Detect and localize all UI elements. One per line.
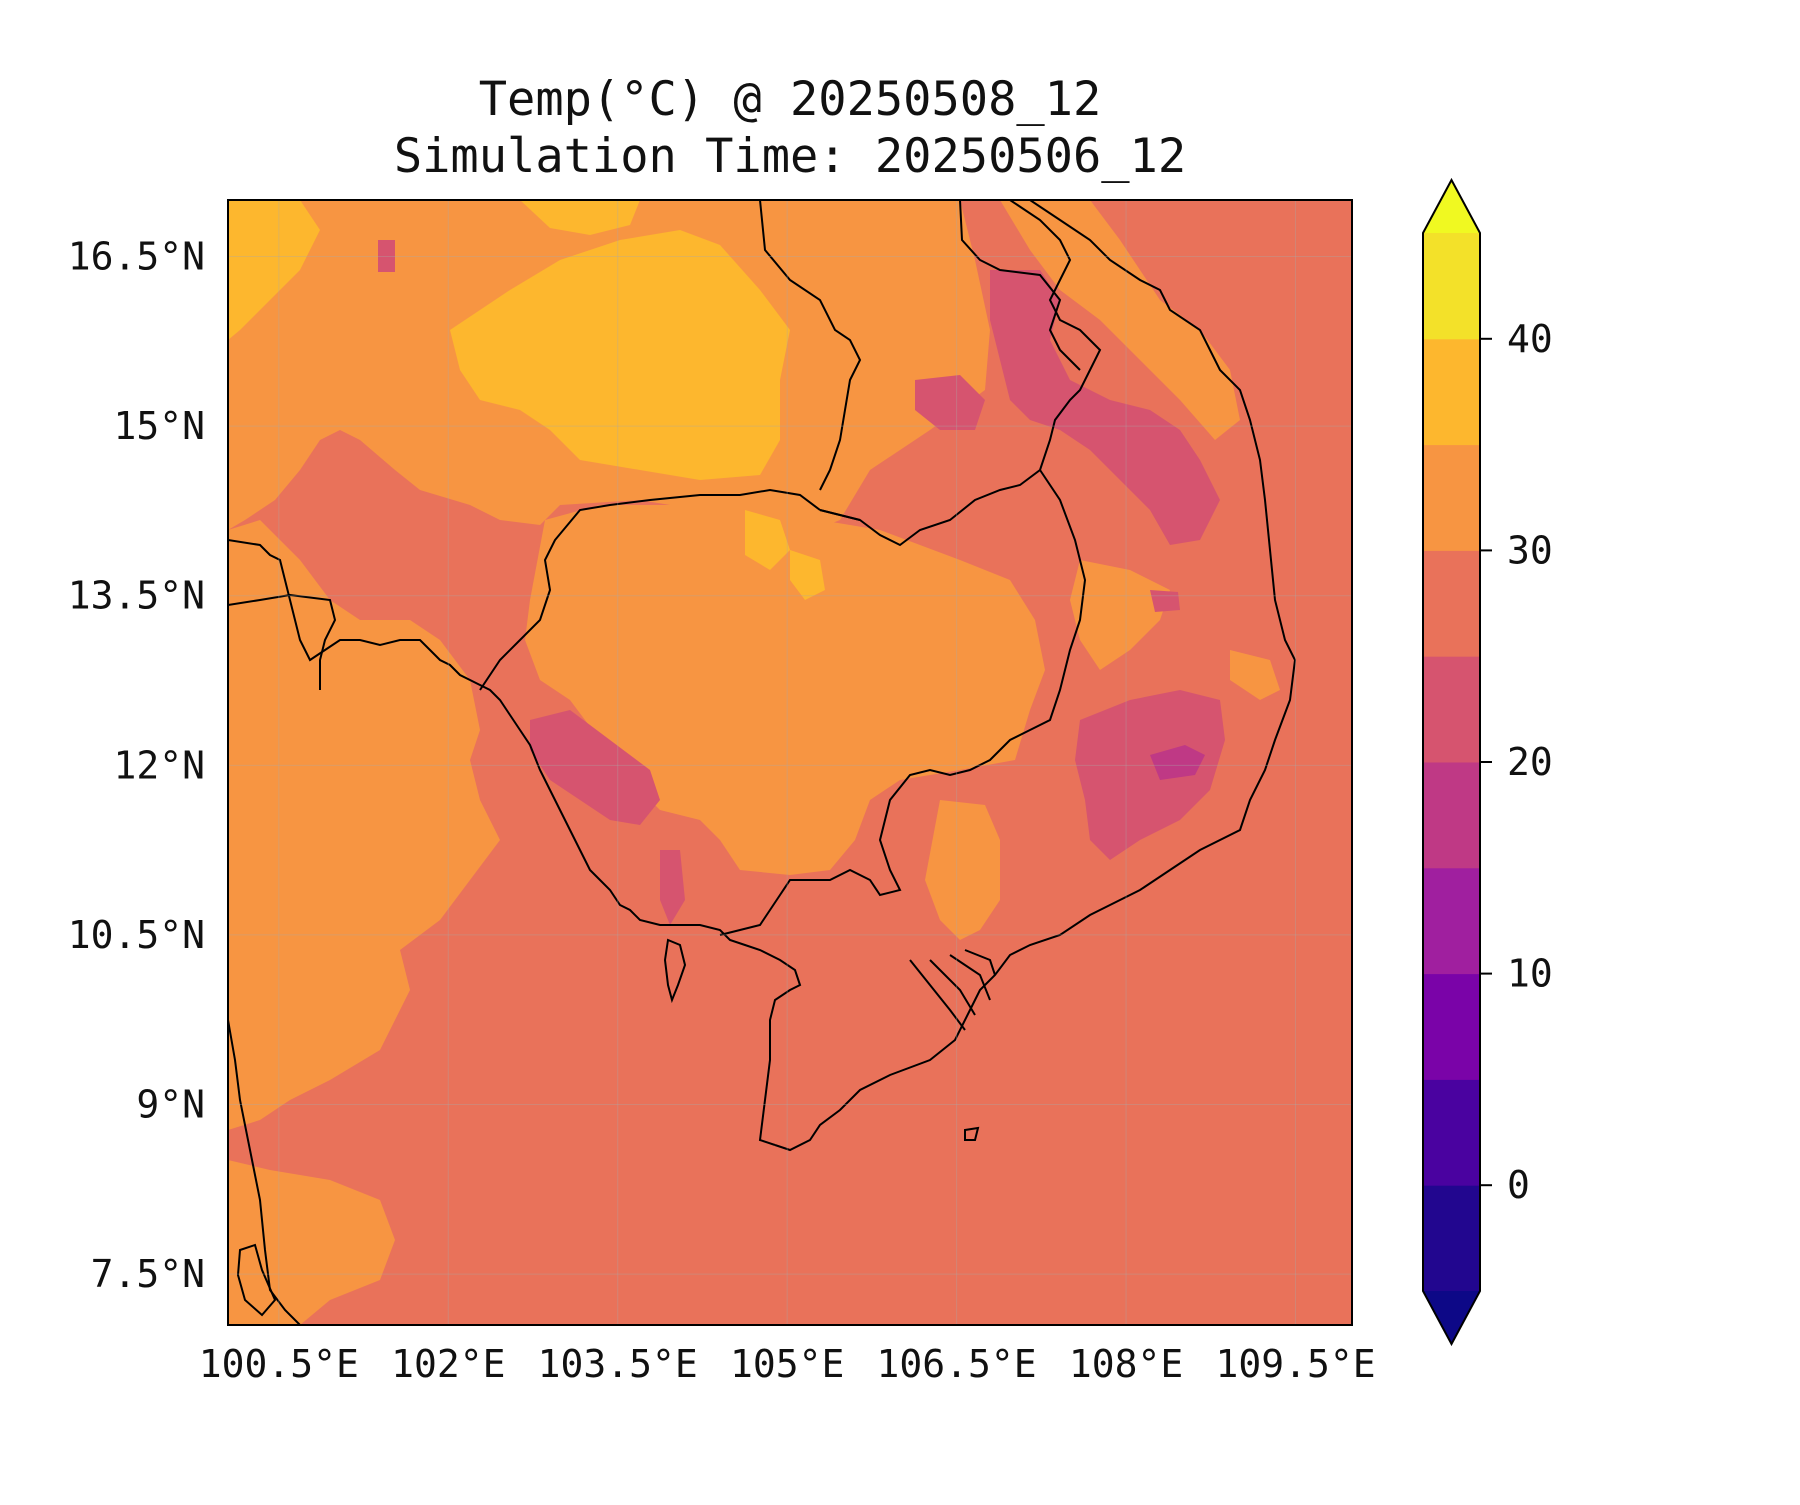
lat-tick-label: 9°N <box>136 1083 205 1127</box>
map-title-line1: Temp(°C) @ 20250508_12 <box>479 72 1102 127</box>
colorbar-tick-label: 0 <box>1507 1163 1530 1207</box>
map-title-line2: Simulation Time: 20250506_12 <box>394 129 1186 184</box>
longitude-tick-labels: 100.5°E 102°E 103.5°E 105°E 106.5°E 108°E 109.… <box>199 1342 1376 1386</box>
lon-tick-label: 106.5°E <box>877 1342 1037 1386</box>
border-laos-cambodia <box>819 509 861 521</box>
colorbar-level-5 <box>1423 656 1480 763</box>
field-region-35-40-north-center <box>450 230 790 480</box>
colorbar-outline <box>1422 177 1481 1347</box>
field-region-30-35-saigon <box>925 800 1000 940</box>
field-region-30-35-islet <box>1230 650 1280 700</box>
temperature-field <box>228 200 1352 1325</box>
lat-tick-label: 7.5°N <box>91 1252 205 1296</box>
lat-tick-label: 15°N <box>113 404 205 448</box>
field-region-35-40-north-band <box>520 200 640 235</box>
colorbar: 0 10 20 30 40 <box>1422 177 1553 1347</box>
malay-peninsula-coast <box>228 1019 301 1325</box>
field-region-35-40-spot-1 <box>745 510 790 570</box>
field-region-35-40-spot-2 <box>790 550 825 600</box>
islands-andaman <box>236 1243 277 1317</box>
border-laos-vietnam <box>959 200 1081 371</box>
field-region-20-25-cardamom <box>530 710 660 825</box>
mekong-delta-channels <box>909 949 996 1031</box>
colorbar-level-1 <box>1423 1079 1480 1186</box>
field-region-20-25-laos-highland <box>990 270 1220 545</box>
border-cambodia-south <box>719 469 1087 936</box>
field-region-30-35-west <box>228 520 500 1130</box>
colorbar-level-0 <box>1423 1185 1480 1292</box>
field-region-20-25-laos-west <box>915 375 985 430</box>
colorbar-level-2 <box>1423 973 1480 1080</box>
colorbar-tick-label: 10 <box>1507 952 1553 996</box>
field-region-20-25-spot-1 <box>660 850 685 925</box>
field-region-30-35-coast-ne <box>1000 200 1240 440</box>
coastline-vietnam <box>774 200 1297 1152</box>
border-laos-thailand <box>759 200 862 491</box>
lon-tick-label: 105°E <box>730 1342 844 1386</box>
lat-tick-label: 12°N <box>113 743 205 787</box>
lon-tick-label: 108°E <box>1069 1342 1183 1386</box>
colorbar-tick-label: 40 <box>1507 317 1553 361</box>
field-region-30-35-cambodia <box>525 505 1045 875</box>
colorbar-level-9 <box>1423 233 1480 340</box>
field-region-35-40-nw-corner <box>228 200 320 340</box>
colorbar-level-3 <box>1423 867 1480 975</box>
colorbar-extend-under <box>1423 1291 1480 1344</box>
lat-tick-label: 10.5°N <box>68 913 205 957</box>
coastline-and-borders <box>228 200 1297 1325</box>
lat-tick-label: 13.5°N <box>68 574 205 618</box>
border-cambodia-thailand <box>479 488 821 691</box>
map-frame <box>227 199 1353 1326</box>
colorbar-level-7 <box>1423 444 1480 551</box>
field-region-30-35-coast-e <box>1070 560 1170 670</box>
latitude-tick-labels: 16.5°N 15°N 13.5°N 12°N 10.5°N 9°N 7.5°N <box>68 235 205 1297</box>
lon-tick-label: 100.5°E <box>199 1342 359 1386</box>
field-region-20-25-spot-2 <box>378 240 395 272</box>
lat-tick-label: 16.5°N <box>68 235 205 279</box>
colorbar-tick-label: 30 <box>1507 528 1553 572</box>
colorbar-level-4 <box>1423 762 1480 869</box>
colorbar-extend-over <box>1423 180 1480 233</box>
lon-tick-label: 109.5°E <box>1215 1342 1375 1386</box>
colorbar-tick-label: 20 <box>1507 740 1553 784</box>
colorbar-level-8 <box>1423 338 1480 446</box>
border-cambodia-vietnam <box>819 200 1102 547</box>
border-thai-myanmar <box>228 593 337 690</box>
field-region-20-25-central-highland <box>1075 690 1225 860</box>
con-dao-island <box>964 1126 980 1141</box>
island-phu-quoc <box>663 938 687 1004</box>
field-region-20-25-spot-3 <box>1150 590 1180 612</box>
field-region-15-20-highland-core <box>1150 745 1205 780</box>
map-gridlines <box>228 200 1352 1325</box>
colorbar-level-6 <box>1423 550 1480 657</box>
lon-tick-label: 103.5°E <box>538 1342 698 1386</box>
lon-tick-label: 102°E <box>391 1342 505 1386</box>
